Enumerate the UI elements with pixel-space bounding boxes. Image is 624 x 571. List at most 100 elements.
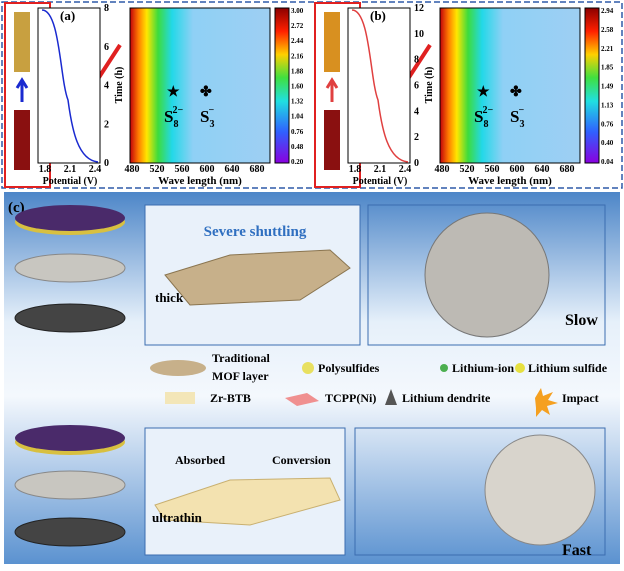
colorbar-tick-label: 2.72 [291, 22, 304, 30]
top-layer: thick [155, 290, 184, 305]
legend-text: TCPP(Ni) [325, 391, 376, 405]
legend-text: Traditional [212, 351, 270, 365]
x-tick-label: 640 [225, 164, 240, 175]
y-axis-label: Time (h) [114, 67, 125, 104]
colorbar-tick-label: 2.44 [291, 37, 304, 45]
x-tick-label: 520 [150, 164, 165, 175]
colorbar [274, 7, 290, 164]
x-tick-label: 2.4 [399, 164, 412, 175]
legend-tcpp [285, 393, 319, 406]
vial [14, 110, 30, 170]
x-tick-label: 560 [485, 164, 500, 175]
colorbar-tick-label: 1.04 [291, 113, 304, 121]
x-tick-label: 680 [560, 164, 575, 175]
y-tick-label: 4 [104, 81, 109, 92]
x-axis-label: Potential (V) [43, 176, 98, 187]
legend-li-ion [440, 364, 448, 372]
species-base: S [200, 107, 209, 126]
colorbar-tick-label: 0.04 [601, 158, 614, 166]
zoom-circle [484, 434, 596, 546]
x-tick-label: 1.8 [349, 164, 362, 175]
legend-polysulfide [302, 362, 314, 374]
x-tick-label: 600 [510, 164, 525, 175]
colorbar-tick-label: 1.13 [601, 101, 614, 109]
separator-disc [14, 253, 126, 283]
colorbar-tick-label: 2.94 [601, 7, 614, 15]
y-tick-label: 0 [104, 158, 109, 169]
species-sup: 2− [482, 105, 493, 116]
legend-text: Lithium dendrite [402, 391, 491, 405]
species-base: S [474, 107, 483, 126]
heatmap [439, 7, 581, 164]
x-tick-label: 2.1 [374, 164, 387, 175]
mof-layer [164, 249, 351, 306]
species-sub: 8 [173, 119, 178, 130]
separator-disc [14, 470, 126, 500]
colorbar-tick-label: 0.48 [291, 143, 304, 151]
y-tick-label: 8 [104, 3, 109, 14]
colorbar-tick-label: 1.85 [601, 64, 614, 72]
marker: ★ [167, 84, 180, 100]
curve [351, 9, 409, 163]
marker: ✤ [510, 85, 522, 100]
species-sup: 2− [172, 105, 183, 116]
colorbar-tick-label: 1.88 [291, 67, 304, 75]
colorbar-tick-label: 1.32 [291, 98, 304, 106]
colorbar-tick-label: 2.21 [601, 45, 614, 53]
vial [14, 12, 30, 72]
species-sub: 3 [519, 119, 524, 130]
anode-disc [14, 303, 126, 333]
panel-label: (a) [60, 8, 75, 23]
plot-frame [37, 7, 101, 164]
zrbtb-layer [154, 477, 341, 526]
top-zoom-box [367, 204, 606, 346]
colorbar-tick-label: 2.58 [601, 26, 614, 34]
legend-text: MOF layer [212, 369, 269, 383]
arrow [15, 77, 29, 102]
colorbar-tick-label: 0.20 [291, 158, 304, 166]
x-tick-label: 480 [435, 164, 450, 175]
species-sup: − [208, 105, 214, 116]
species-sup: − [518, 105, 524, 116]
y-tick-label: 2 [104, 119, 109, 130]
colorbar-tick-label: 1.49 [601, 83, 614, 91]
colorbar-tick-label: 0.76 [291, 128, 304, 136]
bottom-absorbed: Absorbed [175, 453, 225, 467]
legend-text: Lithium sulfide [528, 361, 608, 375]
panel-label: (c) [8, 200, 25, 216]
species: S3 − [200, 105, 214, 130]
bottom-zoom-box [354, 427, 606, 556]
y-tick-label: 0 [414, 158, 419, 169]
y-tick-label: 12 [414, 3, 424, 14]
vial [324, 12, 340, 72]
bottom-speed: Fast [562, 542, 592, 559]
species-base: S [164, 107, 173, 126]
legend-li2s [515, 363, 525, 373]
marker: ★ [477, 84, 490, 100]
plot-frame [347, 7, 411, 164]
x-tick-label: 1.8 [39, 164, 52, 175]
colorbar-tick-label: 3.00 [291, 7, 304, 15]
x-tick-label: 2.4 [89, 164, 102, 175]
x-tick-label: 520 [460, 164, 475, 175]
y-tick-label: 10 [414, 29, 424, 40]
y-tick-label: 6 [414, 81, 419, 92]
legend-text: Zr-BTB [210, 391, 251, 405]
colorbar-tick-label: 0.76 [601, 120, 614, 128]
legend-text: Impact [562, 391, 599, 405]
species-base: S [510, 107, 519, 126]
y-axis-label: Time (h) [424, 67, 435, 104]
heatmap [129, 7, 271, 164]
panel-label: (b) [370, 8, 386, 23]
top-title: Severe shuttling [204, 224, 307, 240]
y-tick-label: 4 [414, 106, 419, 117]
x-axis-label: Wave length (nm) [158, 175, 242, 187]
x-tick-label: 640 [535, 164, 550, 175]
legend-zrbtb [165, 392, 195, 404]
species: S8 2− [474, 105, 493, 130]
species-sub: 8 [483, 119, 488, 130]
legend-mof [150, 360, 206, 376]
x-tick-label: 680 [250, 164, 265, 175]
x-tick-label: 2.1 [64, 164, 77, 175]
top-frame [1, 1, 623, 189]
